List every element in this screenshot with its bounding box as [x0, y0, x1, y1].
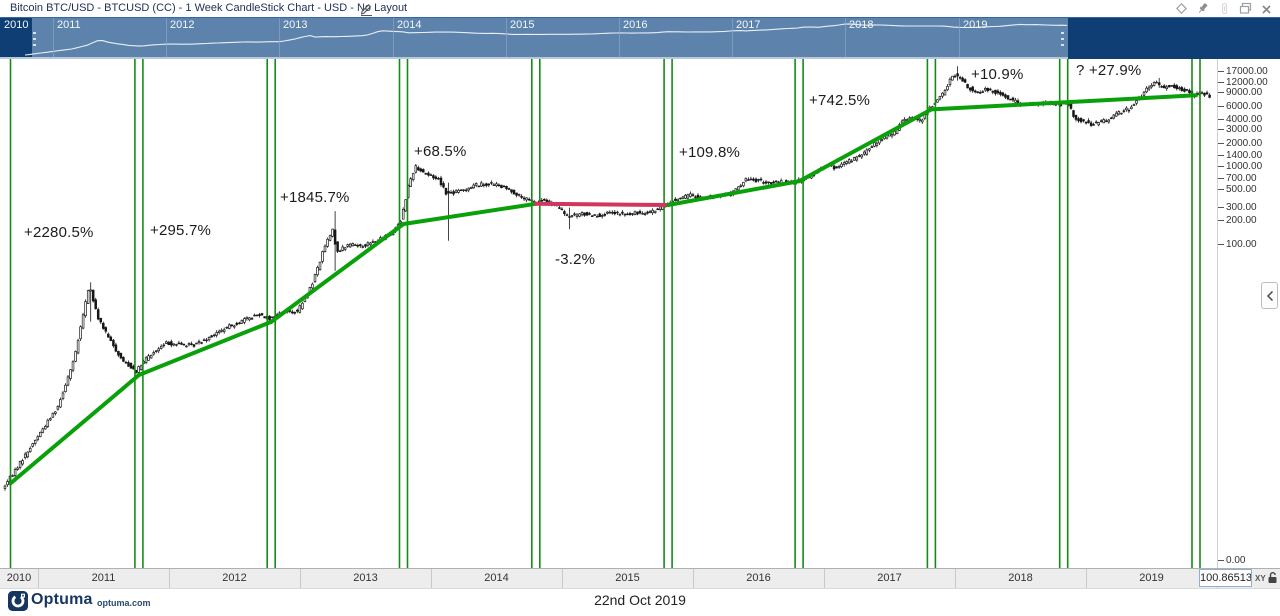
- trend-line-segment[interactable]: [269, 222, 406, 324]
- x-year-label: 2010: [6, 572, 32, 584]
- trend-line-segment[interactable]: [8, 373, 141, 486]
- x-year-label: 2019: [1139, 572, 1164, 584]
- nav-year-label: 2019: [963, 19, 988, 31]
- y-tick-label: 1400.00: [1218, 150, 1262, 161]
- x-year-separator: [693, 569, 694, 588]
- chart-date: 22nd Oct 2019: [594, 592, 686, 608]
- y-tick-label: 1000.00: [1218, 161, 1262, 172]
- navigator-bottom-strip-dark: [1068, 57, 1280, 59]
- y-tick-label: 17000.00: [1218, 66, 1268, 77]
- nav-price-line: [24, 23, 1068, 56]
- edit-title-icon[interactable]: [360, 2, 373, 21]
- y-tick-label: 2000.00: [1218, 138, 1262, 149]
- nav-year-separator: [279, 18, 280, 57]
- nav-year-label: 2016: [623, 19, 648, 31]
- x-year-separator: [300, 569, 301, 588]
- nav-year-label: 2010: [4, 19, 29, 31]
- nav-year-separator: [959, 18, 960, 57]
- price-axis[interactable]: 17000.00 12000.00 9000.00 6000.00 4000.00 300…: [1217, 59, 1280, 568]
- y-tick-label: 0.00: [1218, 555, 1245, 566]
- x-year-label: 2016: [746, 572, 771, 584]
- nav-year-label: 2015: [510, 19, 535, 31]
- y-tick-label: 700.00: [1218, 173, 1257, 184]
- time-axis[interactable]: 2010 2011 2012 2013 2014 2015 2016 2017 2018 2019: [0, 568, 1280, 588]
- y-tick-label: 12000.00: [1218, 77, 1268, 88]
- trend-line-segment[interactable]: [401, 201, 538, 226]
- trend-line-segment[interactable]: [533, 201, 671, 207]
- y-tick-label: 6000.00: [1218, 101, 1262, 112]
- x-year-label: 2015: [615, 572, 640, 584]
- y-tick-label: 9000.00: [1218, 87, 1262, 98]
- trend-line-segment[interactable]: [797, 107, 934, 184]
- nav-year-separator: [506, 18, 507, 57]
- nav-range-right-block: [1068, 18, 1280, 57]
- restore-window-icon[interactable]: [1239, 2, 1252, 20]
- nav-year-label: 2017: [736, 19, 761, 31]
- nav-year-separator: [732, 18, 733, 57]
- nav-year-label: 2013: [283, 19, 308, 31]
- nav-year-separator: [166, 18, 167, 57]
- xy-label: XY: [1255, 574, 1266, 583]
- price-value-box[interactable]: 100.86513: [1199, 569, 1252, 587]
- x-year-separator: [169, 569, 170, 588]
- x-year-separator: [38, 569, 39, 588]
- nav-grip-left[interactable]: [33, 32, 37, 46]
- candlestick-chart[interactable]: [0, 59, 1217, 568]
- trend-line-segment[interactable]: [929, 100, 1066, 112]
- candlestick-series: [3, 66, 1211, 491]
- nav-year-separator: [53, 18, 54, 57]
- x-year-separator: [955, 569, 956, 588]
- chart-title: Bitcoin BTC/USD - BTCUSD (CC) - 1 Week C…: [10, 2, 408, 14]
- title-bar: Bitcoin BTC/USD - BTCUSD (CC) - 1 Week C…: [0, 0, 1280, 17]
- nav-year-label: 2011: [57, 19, 81, 31]
- x-year-label: 2014: [484, 572, 509, 584]
- nav-range-left-block: [0, 18, 32, 57]
- x-year-label: 2012: [222, 572, 247, 584]
- collapse-panel-button[interactable]: [1261, 282, 1278, 309]
- trend-line-segment[interactable]: [136, 319, 274, 377]
- brand-domain[interactable]: optuma.com: [97, 598, 151, 608]
- nav-year-label: 2014: [397, 19, 422, 31]
- nav-year-separator: [393, 18, 394, 57]
- nav-year-label: 2012: [170, 19, 195, 31]
- layout-diamond-icon[interactable]: [1175, 2, 1188, 20]
- nav-year-separator: [845, 18, 846, 57]
- nav-year-label: 2018: [849, 19, 874, 31]
- x-year-label: 2017: [877, 572, 902, 584]
- date-range-navigator[interactable]: 2010 2011 2012 2013 2014 2015 2016 2017 2018 201…: [0, 17, 1280, 57]
- brand-name[interactable]: Optuma: [31, 591, 93, 608]
- y-tick-label: 4000.00: [1218, 114, 1262, 125]
- x-year-separator: [562, 569, 563, 588]
- y-tick-label: 100.00: [1218, 239, 1257, 250]
- x-year-label: 2018: [1008, 572, 1033, 584]
- measure-lines[interactable]: [9, 59, 1201, 568]
- lock-icon[interactable]: [1267, 571, 1278, 589]
- trend-line-segment[interactable]: [1061, 93, 1198, 105]
- optuma-logo-icon: [8, 591, 28, 616]
- close-icon[interactable]: [1261, 2, 1272, 20]
- footer-bar: Optuma optuma.com 22nd Oct 2019: [0, 588, 1280, 613]
- y-tick-label: 200.00: [1218, 215, 1257, 226]
- x-year-label: 2013: [353, 572, 378, 584]
- x-year-separator: [1086, 569, 1087, 588]
- x-year-separator: [431, 569, 432, 588]
- window-controls: [1175, 2, 1272, 20]
- navigator-bottom-strip: [0, 57, 1280, 59]
- y-tick-label: 300.00: [1218, 202, 1257, 213]
- y-tick-label: 500.00: [1218, 184, 1257, 195]
- nav-year-separator: [619, 18, 620, 57]
- x-year-label: 2011: [91, 572, 116, 584]
- y-tick-label: 3000.00: [1218, 124, 1262, 135]
- chevron-left-icon: [1266, 290, 1273, 301]
- x-year-separator: [824, 569, 825, 588]
- trend-line-segment[interactable]: [666, 179, 802, 207]
- nav-grip-right[interactable]: [1061, 32, 1065, 46]
- link-icon[interactable]: [1219, 2, 1230, 20]
- trend-line[interactable]: [8, 93, 1198, 486]
- pin-icon[interactable]: [1197, 2, 1210, 20]
